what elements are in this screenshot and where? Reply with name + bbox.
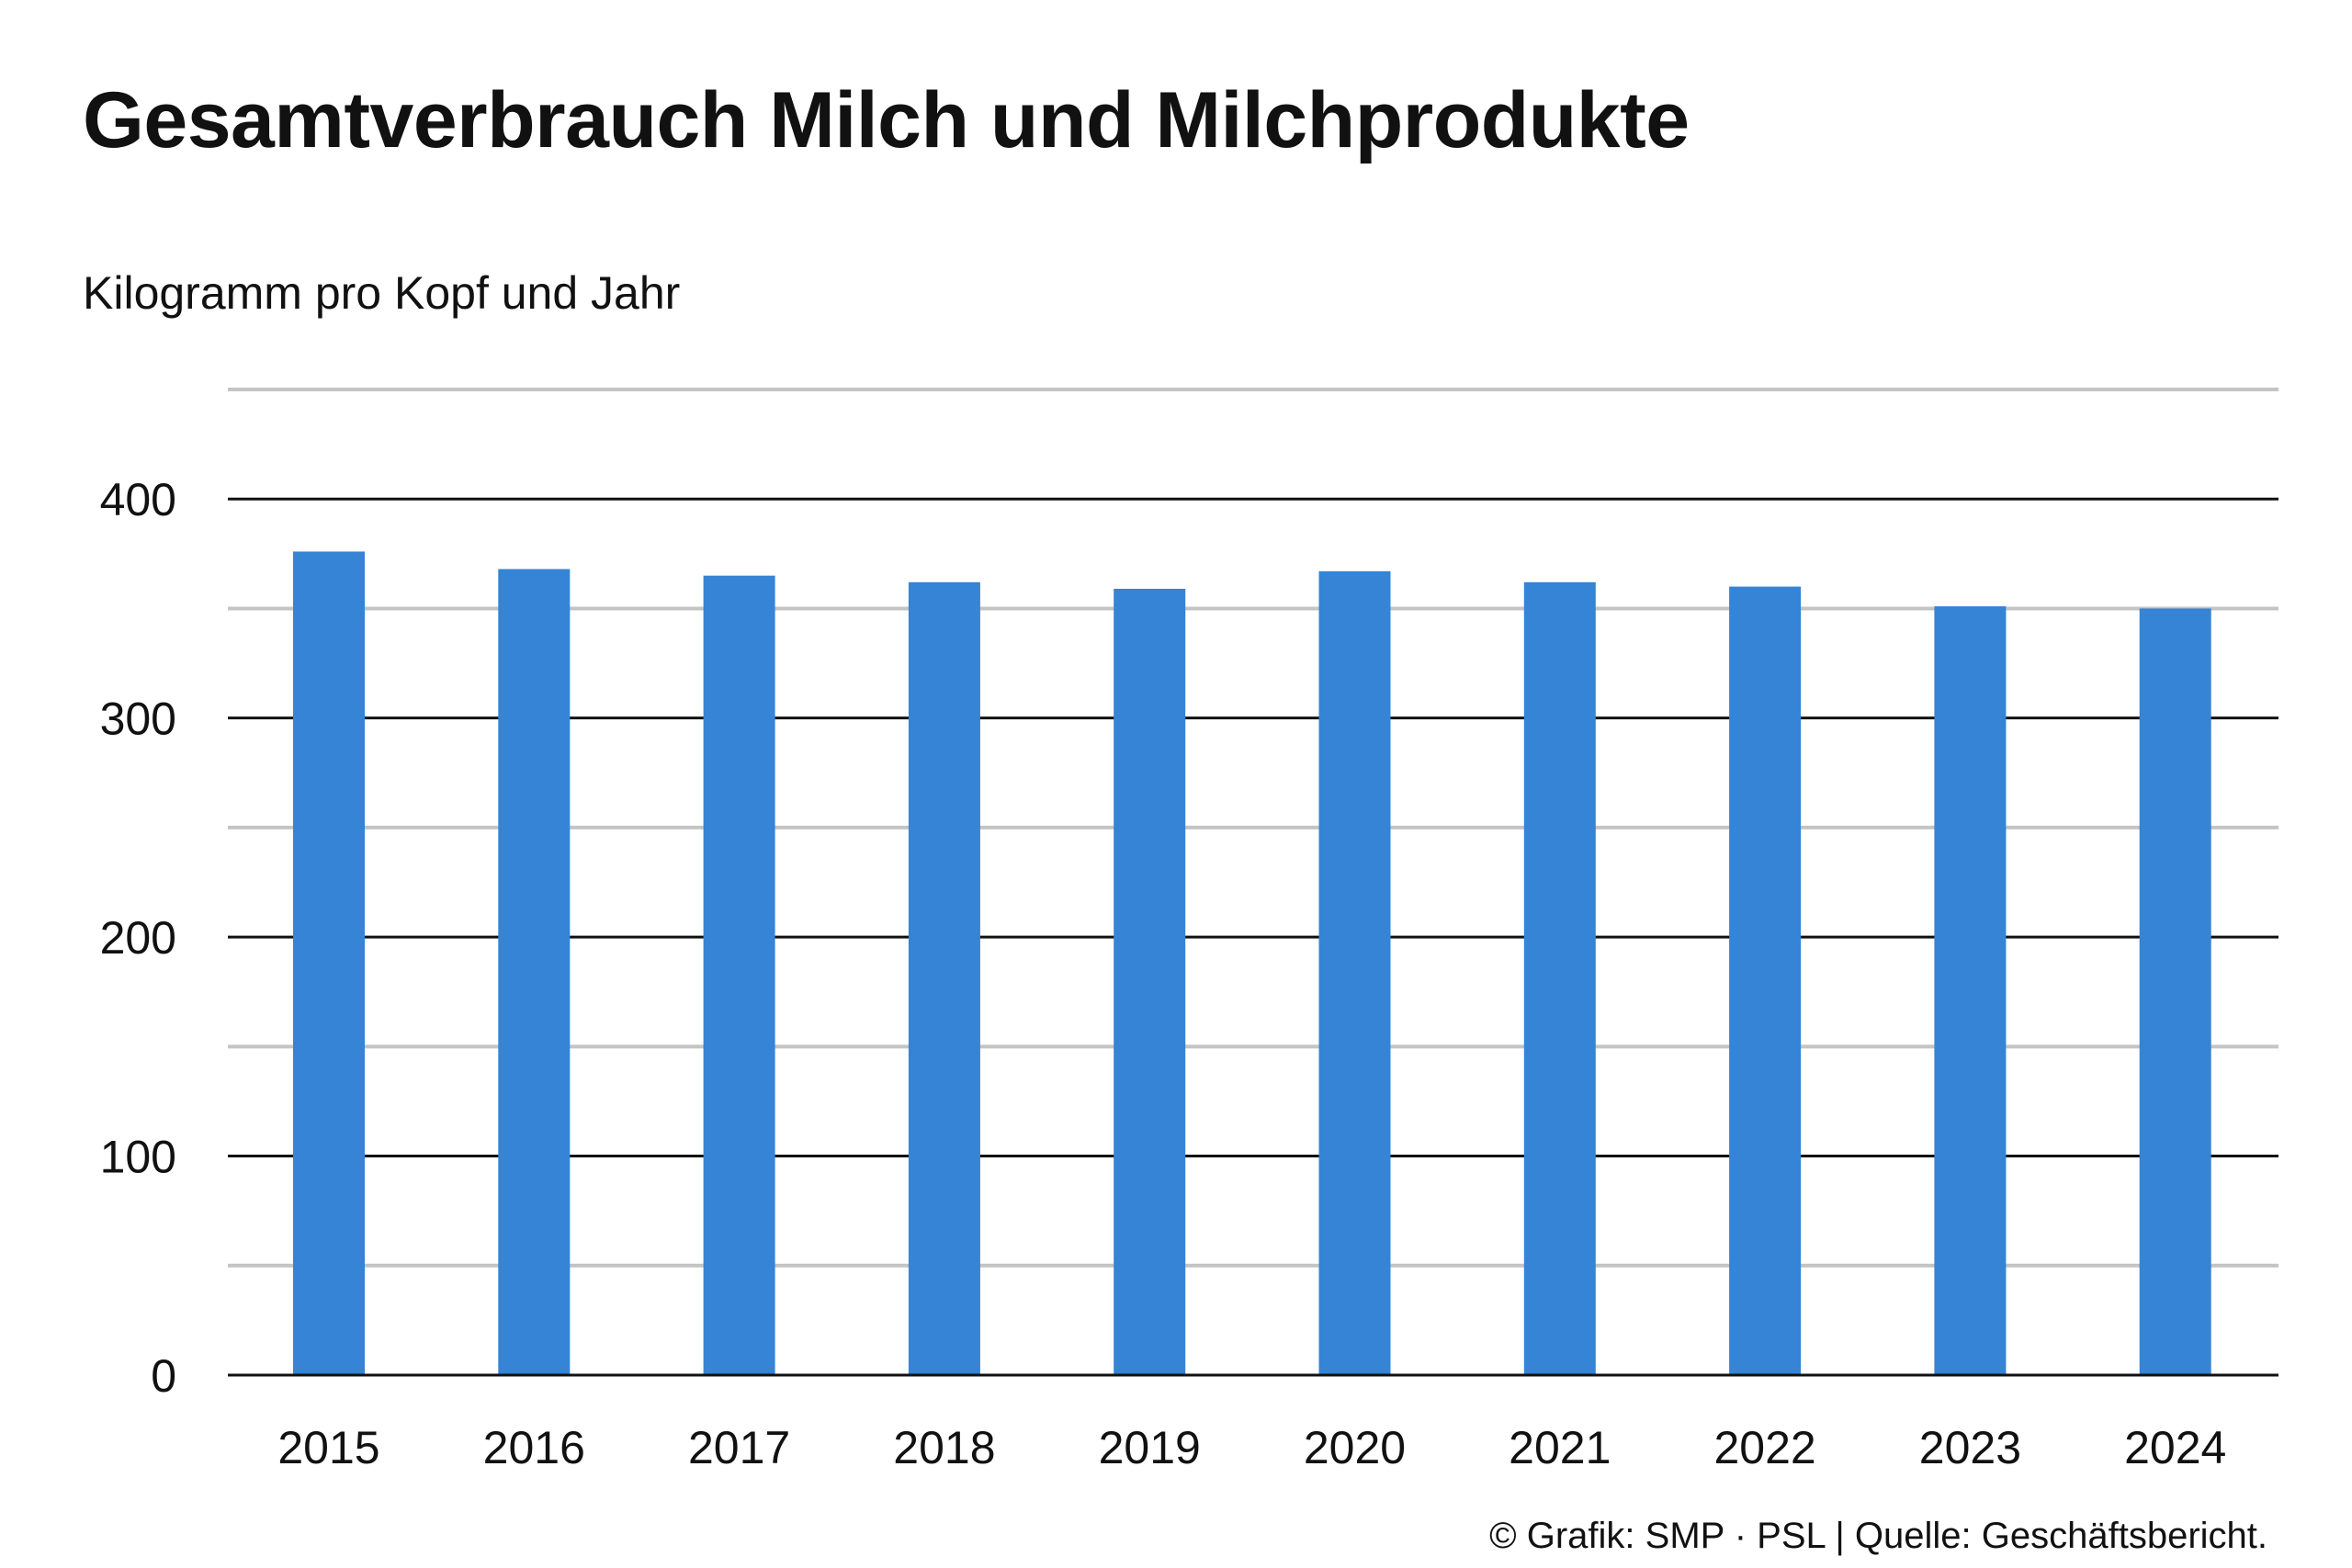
bar-2018: [908, 581, 980, 1375]
bar-2015: [293, 551, 365, 1375]
chart-subtitle: Kilogramm pro Kopf und Jahr: [83, 267, 681, 319]
bar-2021: [1523, 581, 1596, 1375]
bar-2023: [1934, 606, 2007, 1375]
bar-2024: [2139, 608, 2211, 1375]
y-tick-label: 0: [151, 1350, 176, 1402]
x-tick-label: 2018: [893, 1422, 995, 1473]
bar-2022: [1729, 586, 1802, 1375]
y-axis-tick-labels: 0 100 200 300 400: [100, 474, 176, 1402]
y-tick-label: 100: [100, 1132, 176, 1183]
bar-2016: [498, 569, 571, 1375]
x-tick-label: 2023: [1919, 1422, 2021, 1473]
x-tick-label: 2020: [1304, 1422, 1406, 1473]
x-tick-label: 2016: [483, 1422, 585, 1473]
x-axis-tick-labels: 2015 2016 2017 2018 2019 2020 2021 2022 2023 2024: [277, 1422, 2226, 1473]
bar-2019: [1114, 588, 1186, 1375]
x-tick-label: 2021: [1509, 1422, 1611, 1473]
x-tick-label: 2024: [2124, 1422, 2226, 1473]
y-tick-label: 300: [100, 694, 176, 745]
x-tick-label: 2022: [1713, 1422, 1815, 1473]
source-credit: © Grafik: SMP · PSL | Quelle: Geschäftsb…: [1489, 1516, 2267, 1556]
bar-2017: [703, 575, 775, 1375]
x-tick-label: 2015: [277, 1422, 379, 1473]
chart-title: Gesamtverbrauch Milch und Milchprodukte: [83, 76, 1690, 164]
y-tick-label: 200: [100, 912, 176, 964]
x-tick-label: 2017: [688, 1422, 790, 1473]
x-tick-label: 2019: [1099, 1422, 1201, 1473]
bars: [293, 551, 2211, 1375]
y-tick-label: 400: [100, 474, 176, 525]
bar-2020: [1318, 570, 1391, 1375]
